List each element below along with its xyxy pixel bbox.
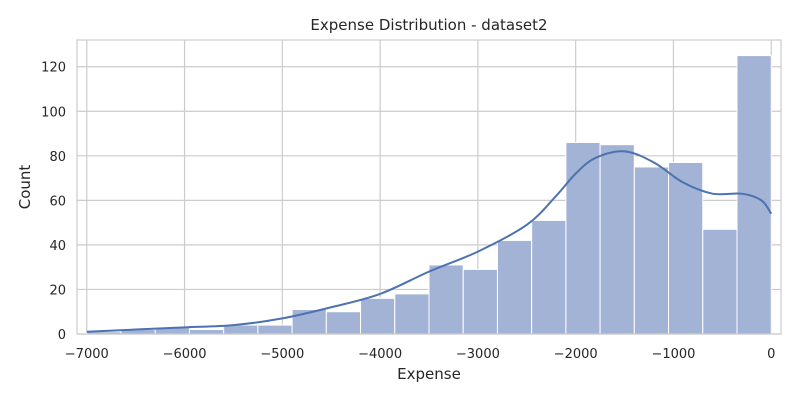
y-tick-label: 60 xyxy=(49,194,66,209)
x-tick-label: −4000 xyxy=(358,347,402,362)
kde-layer xyxy=(86,150,773,333)
y-tick-label: 40 xyxy=(49,239,66,254)
x-tick-label: −1000 xyxy=(651,347,695,362)
histogram-bar xyxy=(496,239,533,335)
y-tick-label: 120 xyxy=(41,61,66,76)
chart-title: Expense Distribution - dataset2 xyxy=(310,16,547,34)
y-tick-label: 100 xyxy=(41,105,66,120)
x-tick-labels: −7000 −6000 −5000 −4000 −3000 −2000 −1000 0 xyxy=(65,347,776,362)
histogram-bar xyxy=(462,268,498,335)
kde-curve xyxy=(86,150,773,333)
x-tick-label: −7000 xyxy=(65,347,109,362)
histogram-bar xyxy=(257,324,293,335)
plot-frame xyxy=(76,39,782,335)
x-tick-label: −6000 xyxy=(163,347,207,362)
histogram-bar xyxy=(531,219,567,335)
histogram-bar xyxy=(668,162,704,335)
histogram-bar xyxy=(428,264,464,335)
x-tick-label: −5000 xyxy=(260,347,304,362)
histogram-bar xyxy=(702,228,738,335)
y-tick-label: 0 xyxy=(58,328,66,343)
x-axis-label: Expense xyxy=(397,365,461,383)
histogram-bar xyxy=(633,166,670,335)
y-axis-label: Count xyxy=(16,165,34,210)
x-tick-label: −2000 xyxy=(554,347,598,362)
y-tick-label: 20 xyxy=(49,283,66,298)
x-tick-label: −3000 xyxy=(456,347,500,362)
histogram-bar xyxy=(565,141,601,335)
histogram-bar xyxy=(188,329,225,335)
y-tick-label: 80 xyxy=(49,150,66,165)
histogram-bar xyxy=(599,144,635,335)
x-tick-label: 0 xyxy=(767,347,775,362)
histogram-bar xyxy=(736,55,772,335)
histogram-bar xyxy=(394,293,430,335)
histogram-bar xyxy=(325,311,362,335)
y-tick-labels: 0 20 40 60 80 100 120 xyxy=(41,61,66,343)
histogram-bar xyxy=(360,297,396,335)
